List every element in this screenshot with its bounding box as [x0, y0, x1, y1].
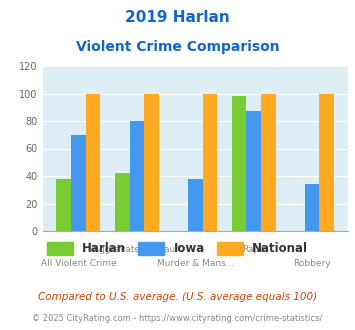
Bar: [232, 96, 246, 231]
Text: 2019 Harlan: 2019 Harlan: [125, 10, 230, 25]
Bar: [56, 179, 71, 231]
Text: © 2025 CityRating.com - https://www.cityrating.com/crime-statistics/: © 2025 CityRating.com - https://www.city…: [32, 314, 323, 323]
Bar: [305, 184, 320, 231]
Text: Compared to U.S. average. (U.S. average equals 100): Compared to U.S. average. (U.S. average …: [38, 292, 317, 302]
Text: All Violent Crime: All Violent Crime: [40, 259, 116, 268]
Bar: [261, 93, 275, 231]
Bar: [71, 135, 86, 231]
Text: Violent Crime Comparison: Violent Crime Comparison: [76, 40, 279, 53]
Bar: [130, 121, 144, 231]
Bar: [320, 93, 334, 231]
Legend: Harlan, Iowa, National: Harlan, Iowa, National: [42, 237, 313, 260]
Text: Aggravated Assault: Aggravated Assault: [93, 245, 181, 254]
Bar: [246, 112, 261, 231]
Bar: [203, 93, 217, 231]
Bar: [86, 93, 100, 231]
Bar: [144, 93, 159, 231]
Text: Robbery: Robbery: [293, 259, 331, 268]
Text: Rape: Rape: [242, 245, 265, 254]
Bar: [188, 179, 203, 231]
Text: Murder & Mans...: Murder & Mans...: [157, 259, 234, 268]
Bar: [115, 173, 130, 231]
